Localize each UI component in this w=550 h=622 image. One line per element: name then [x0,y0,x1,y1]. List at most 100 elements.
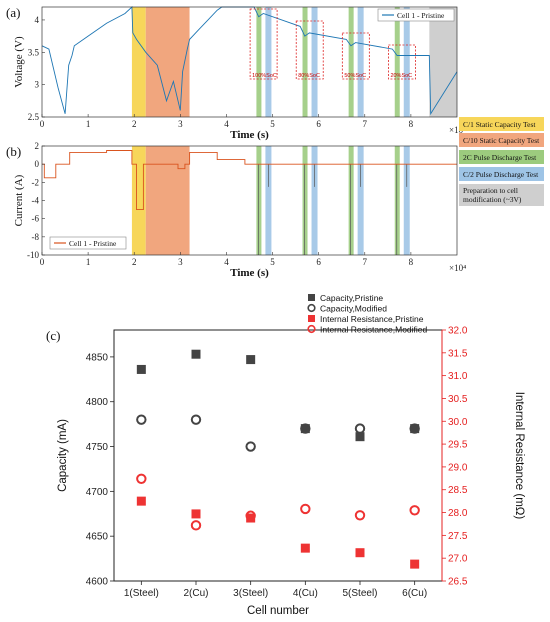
soc-label: 100%SoC [252,73,277,79]
current-x-multiplier: ×10⁴ [449,263,466,273]
legend-label: Capacity,Modified [320,304,387,314]
resistance-y-ticks: 26.5 27.0 27.5 28.0 28.5 29.0 29.5 30.0 30.5 31.0… [441,326,468,588]
cell-x-axis-label: Cell number [247,605,309,617]
point-capacity-modified [300,423,311,434]
pulse-c2-shade [357,146,364,255]
point-internal-resistance-modified [409,505,420,516]
point-internal-resistance-pristine [355,548,365,558]
legend-prep-swatch [459,184,544,206]
legend-c2-swatch [459,167,544,181]
x-tick-label: 4 [224,119,229,129]
prep-shade [429,7,457,117]
x-tick-label: 3 [178,257,183,267]
pulse-2c-shade [256,7,262,117]
current-legend-label: Cell 1 - Pristine [69,239,117,248]
pulse-c2-shade [265,146,272,255]
cell-x-ticks: 1(Steel) 2(Cu) 3(Steel) 4(Cu) 5(Steel) 6(Cu) [124,581,427,599]
scatter-marks [136,349,420,569]
soc-annotations: 100%SoC 80%SoC 50%SoC 20%SoC [249,8,416,80]
panel-b-label: (b) [6,144,21,159]
voltage-x-axis-label: Time (s) [230,129,269,141]
current-x-ticks: 0 1 2 3 4 5 6 7 8 [40,252,414,267]
voltage-legend-label: Cell 1 - Pristine [397,11,445,20]
x-tick-label: 5 [270,119,275,129]
point-internal-resistance-pristine [246,513,256,523]
point-internal-resistance-modified [136,473,147,484]
panel-a-label: (a) [6,5,20,20]
legend-prep-label-2: modification (~3V) [463,195,522,204]
y-tick-label: 3.5 [28,47,40,57]
x-tick-label: 2(Cu) [183,588,208,599]
current-x-axis-label: Time (s) [230,267,269,279]
point-internal-resistance-pristine [136,496,146,506]
x-tick-label: 6(Cu) [402,588,427,599]
pulse-2c-shade [394,146,400,255]
voltage-plot-frame [41,6,458,118]
current-y-ticks: -10 -8 -6 -4 -2 0 2 [27,141,45,260]
y-tick-label: -8 [32,232,40,242]
current-legend-box [49,236,127,250]
x-tick-label: 8 [409,119,414,129]
y2-tick-label: 30.5 [448,394,468,405]
point-internal-resistance-pristine [300,543,310,553]
point-capacity-modified [136,414,147,425]
c10-test-shade-b [145,146,190,255]
point-capacity-pristine [300,424,310,434]
legend-prep-label-1: Preparation to cell [463,186,518,195]
legend-swatch [307,303,316,313]
current-series-line [42,150,457,211]
y-tick-label: 3 [35,80,40,90]
current-plot: 0 1 2 3 4 5 6 7 8 -10 -8 -6 -4 -2 0 2 Time (s) Current… [13,141,466,279]
y2-tick-label: 28.0 [448,508,468,519]
soc-box [249,8,278,80]
legend-c10-swatch [459,133,544,147]
pulse-2c-shade [302,146,308,255]
point-internal-resistance-modified [245,510,256,521]
x-tick-label: 0 [40,119,45,129]
current-legend: Cell 1 - Pristine [49,236,127,250]
y-tick-label: -2 [32,177,40,187]
y-tick-label: 4600 [86,577,109,588]
legend-c10-label: C/10 Static Capacity Test [463,136,540,145]
legend-label: Capacity,Pristine [320,293,383,303]
legend-label: Internal Resistance,Pristine [320,314,424,324]
point-capacity-pristine [191,349,201,359]
y2-tick-label: 28.5 [448,485,468,496]
x-tick-label: 7 [363,257,368,267]
soc-box [295,20,324,80]
point-capacity-pristine [410,424,420,434]
capacity-ir-plot: 1(Steel) 2(Cu) 3(Steel) 4(Cu) 5(Steel) 6(Cu) … [57,293,525,617]
y-tick-label: 0 [35,159,40,169]
legend-swatch [308,294,315,301]
y2-tick-label: 29.0 [448,462,468,473]
voltage-y-ticks: 2.5 3 3.5 4 [28,15,45,122]
y2-tick-label: 31.0 [448,371,468,382]
x-tick-label: 5 [270,257,275,267]
resistance-y-axis-label: Internal Resistance (mΩ) [513,392,525,520]
y2-tick-label: 26.5 [448,577,468,588]
y-tick-label: 4 [35,15,40,25]
pulse-2c-shade [394,7,400,117]
c1-test-shade-b [131,146,146,255]
x-tick-label: 8 [409,257,414,267]
x-tick-label: 4 [224,257,229,267]
pulse-2c-shade [256,146,262,255]
c1-test-shade [131,7,146,117]
pulse-c2-shade [311,7,318,117]
capacity-plot-frame [113,329,443,582]
y-tick-label: 4650 [86,532,109,543]
x-tick-label: 4(Cu) [293,588,318,599]
pulse-shades [256,7,410,117]
legend-2c-label: 2C Pulse Discharge Test [463,153,537,162]
voltage-y-axis-label: Voltage (V) [13,36,25,88]
y-tick-label: 4750 [86,442,109,453]
y2-tick-label: 27.5 [448,531,468,542]
legend-c2-label: C/2 Pulse Discharge Test [463,170,539,179]
legend-c1-swatch [459,117,544,131]
y-tick-label: 4700 [86,487,109,498]
legend-2c-swatch [459,150,544,164]
y-tick-label: 2 [35,141,40,151]
y2-tick-label: 29.5 [448,440,468,451]
legend-label: Internal Resistance,Modified [320,325,428,335]
pulse-2c-shade [348,7,354,117]
